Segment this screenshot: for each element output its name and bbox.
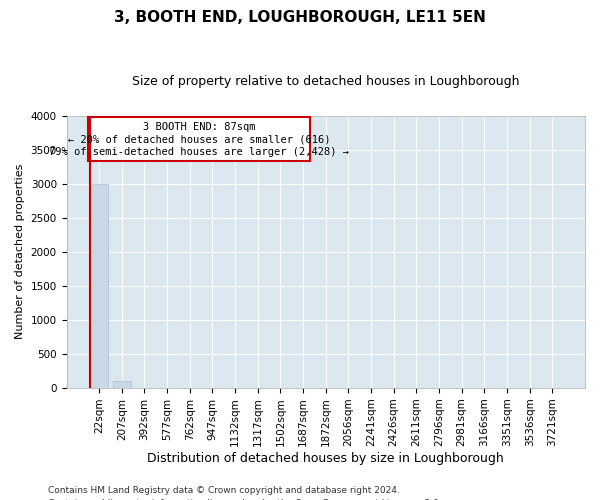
Text: 3, BOOTH END, LOUGHBOROUGH, LE11 5EN: 3, BOOTH END, LOUGHBOROUGH, LE11 5EN xyxy=(114,10,486,25)
Title: Size of property relative to detached houses in Loughborough: Size of property relative to detached ho… xyxy=(132,75,520,88)
Text: Contains HM Land Registry data © Crown copyright and database right 2024.: Contains HM Land Registry data © Crown c… xyxy=(48,486,400,495)
Text: 79% of semi-detached houses are larger (2,428) →: 79% of semi-detached houses are larger (… xyxy=(49,147,349,157)
Text: ← 20% of detached houses are smaller (616): ← 20% of detached houses are smaller (61… xyxy=(68,134,331,144)
X-axis label: Distribution of detached houses by size in Loughborough: Distribution of detached houses by size … xyxy=(148,452,504,465)
Bar xyxy=(90,184,108,388)
Text: Contains public sector information licensed under the Open Government Licence v3: Contains public sector information licen… xyxy=(48,498,442,500)
Text: 3 BOOTH END: 87sqm: 3 BOOTH END: 87sqm xyxy=(143,122,256,132)
FancyBboxPatch shape xyxy=(88,117,310,160)
Bar xyxy=(113,381,131,388)
Y-axis label: Number of detached properties: Number of detached properties xyxy=(15,164,25,340)
